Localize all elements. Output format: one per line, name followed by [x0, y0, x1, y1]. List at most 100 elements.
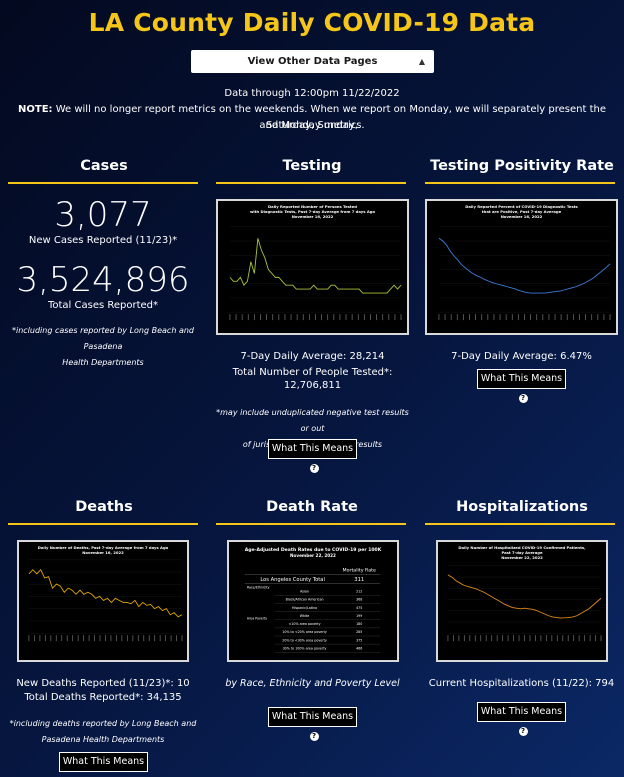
- testing-divider: [216, 182, 406, 184]
- testing-chart-x-tick-label: [327, 314, 329, 321]
- hospitalizations-chart-x-tick-label: [573, 635, 575, 642]
- testing-chart-x-tick-label: [394, 314, 396, 321]
- testing-chart-x-tick-label: [370, 314, 371, 321]
- positivity-chart-title-line: November 16, 2022: [501, 215, 543, 219]
- positivity-chart-x-tick-label: [542, 314, 544, 321]
- positivity-what-this-means-button[interactable]: What This Means?: [477, 369, 566, 403]
- testing-chart-x-tick-label: [345, 314, 347, 321]
- deaths-chart-x-tick-label: [99, 635, 101, 642]
- table-title-2: November 22, 2022: [290, 553, 336, 558]
- testing-what-this-means-button[interactable]: What This Means?: [268, 439, 357, 473]
- positivity-chart-x-tick-label: [554, 314, 556, 321]
- testing-average: 7-Day Daily Average: 28,214: [240, 351, 385, 362]
- hospitalizations-chart-x-tick-label: [513, 635, 514, 642]
- testing-chart-x-tick-label: [260, 314, 261, 321]
- testing-chart-x-tick-label: [278, 314, 280, 321]
- positivity-chart-title-line: Daily Reported Percent of COVID-19 Diagn…: [465, 205, 578, 209]
- positivity-chart-x-tick-label: [536, 314, 538, 321]
- question-icon: ?: [309, 464, 319, 473]
- deaths-chart-x-tick-label: [28, 635, 30, 642]
- positivity-chart-x-tick-label: [487, 314, 489, 321]
- positivity-chart-x-tick-label: [456, 314, 458, 321]
- deaths-chart-x-tick-label: [50, 635, 52, 642]
- hospitalizations-heading: Hospitalizations: [456, 499, 588, 515]
- cases-footnote: *including cases reported by Long Beach …: [4, 323, 202, 371]
- deaths-chart-x-tick-label: [39, 635, 41, 642]
- positivity-chart-x-tick-label: [603, 314, 605, 321]
- hospitalizations-chart-x-tick-label: [507, 635, 509, 642]
- deaths-chart-x-tick-label: [110, 635, 112, 642]
- positivity-chart-x-tick-label: [585, 314, 586, 321]
- positivity-chart-series-line: [438, 237, 611, 294]
- testing-chart-x-tick-label: [388, 314, 390, 321]
- hospitalizations-chart-x-tick-label: [485, 635, 487, 642]
- positivity-chart-x-tick-label: [493, 314, 495, 321]
- cases-footnote-line-2: Health Departments: [62, 358, 144, 367]
- cases-footnote-line-1: *including cases reported by Long Beach …: [11, 326, 194, 351]
- hospitalizations-chart-x-tick-label: [529, 635, 531, 642]
- testing-total-value: 12,706,811: [283, 380, 342, 391]
- deaths-chart-x-tick-label: [170, 635, 172, 642]
- hospitalizations-chart-series-line: [447, 574, 602, 619]
- death-rate-heading: Death Rate: [266, 499, 358, 515]
- hospitalizations-chart-x-tick-label: [447, 635, 449, 642]
- death-rate-what-this-means-button[interactable]: What This Means?: [268, 707, 357, 741]
- positivity-chart-x-tick-label: [530, 314, 531, 321]
- hospitalizations-chart: Daily Number of Hospitalized COVID-19 Co…: [436, 540, 608, 662]
- data-pages-select[interactable]: View Other Data Pages ▲: [191, 50, 434, 73]
- positivity-divider: [425, 182, 615, 184]
- positivity-chart-x-tick-label: [517, 314, 519, 321]
- deaths-chart-x-tick-label: [181, 635, 183, 642]
- cases-divider: [8, 182, 198, 184]
- question-icon: ?: [518, 727, 528, 736]
- deaths-chart-series-line: [28, 568, 183, 618]
- new-cases-value: 3,077: [54, 195, 152, 235]
- hospitalizations-chart-x-tick-label: [524, 635, 525, 642]
- hospitalizations-chart-x-tick-label: [458, 635, 460, 642]
- testing-chart-x-tick-label: [266, 314, 267, 321]
- positivity-chart-x-tick-label: [475, 314, 476, 321]
- deaths-chart: Daily Number of Deaths, Past 7-day Avera…: [17, 540, 189, 662]
- testing-chart-title-line: with Diagnostic Tests, Past 7-day Averag…: [250, 210, 376, 214]
- testing-chart-x-tick-label: [241, 314, 243, 321]
- deaths-chart-svg: Daily Number of Deaths, Past 7-day Avera…: [28, 546, 183, 642]
- deaths-chart-x-tick-label: [116, 635, 117, 642]
- hospitalizations-chart-x-tick-label: [578, 635, 580, 642]
- positivity-chart-x-tick-label: [524, 314, 525, 321]
- hospitalizations-chart-title-line: Daily Number of Hospitalized COVID-19 Co…: [458, 546, 586, 550]
- deaths-chart-x-tick-label: [83, 635, 85, 642]
- hospitalizations-button-label: What This Means: [480, 706, 563, 717]
- hospitalizations-chart-title-line: November 22, 2022: [501, 556, 543, 560]
- note-label: NOTE:: [18, 104, 53, 115]
- deaths-chart-x-tick-label: [77, 635, 79, 642]
- total-cases-value: 3,524,896: [16, 260, 190, 300]
- hospitalizations-chart-x-tick-label: [600, 635, 602, 642]
- positivity-chart-x-tick-label: [505, 314, 507, 321]
- testing-chart-x-tick-label: [357, 314, 359, 321]
- hospitalizations-chart-x-tick-label: [584, 635, 586, 642]
- table-county-value: 311: [354, 577, 364, 583]
- death-rate-table: Age-Adjusted Death Rates due to COVID-19…: [227, 540, 399, 662]
- deaths-chart-title-line: Daily Number of Deaths, Past 7-day Avera…: [38, 546, 169, 550]
- positivity-chart-x-tick-label: [499, 314, 501, 321]
- table-rows: Asian 212 Black/African American 368 Hispani…: [274, 590, 381, 653]
- positivity-chart-x-tick-label: [566, 314, 568, 321]
- table-row-label: Hispanic/Latino: [292, 606, 317, 610]
- hospitalizations-chart-x-tick-label: [453, 635, 454, 642]
- testing-chart-x-tick-label: [400, 314, 402, 321]
- deaths-what-this-means-button[interactable]: What This Means?: [59, 752, 148, 772]
- hospitalizations-chart-x-tick-label: [595, 635, 596, 642]
- hospitalizations-chart-x-tick-label: [474, 635, 476, 642]
- positivity-chart: Daily Reported Percent of COVID-19 Diagn…: [425, 199, 618, 335]
- question-icon: ?: [518, 394, 528, 403]
- table-group-race: Race/Ethnicity: [247, 586, 270, 590]
- testing-chart-x-tick-label: [382, 314, 384, 321]
- testing-chart-x-tick-label: [339, 314, 341, 321]
- deaths-chart-x-tick-label: [55, 635, 57, 642]
- death-rate-table-svg: Age-Adjusted Death Rates due to COVID-19…: [245, 547, 382, 653]
- table-row-value: 285: [356, 630, 362, 634]
- hospitalizations-what-this-means-button[interactable]: What This Means?: [477, 702, 566, 736]
- positivity-chart-x-tick-label: [511, 314, 513, 321]
- deaths-chart-x-tick-label: [61, 635, 63, 642]
- deaths-button-label: What This Means: [62, 756, 145, 767]
